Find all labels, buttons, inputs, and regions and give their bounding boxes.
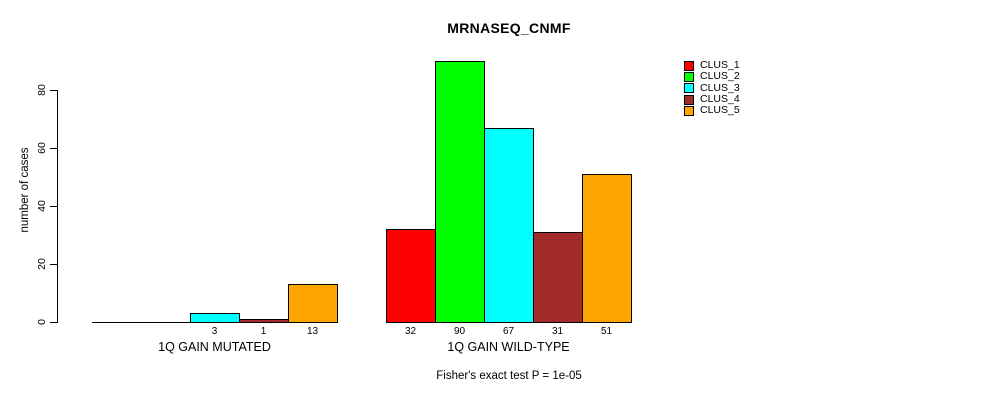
y-tick-60 (50, 148, 57, 149)
y-tick-label-20: 20 (36, 258, 48, 270)
legend-label: CLUS_1 (700, 59, 740, 72)
legend-swatch-icon (684, 94, 694, 105)
legend: CLUS_1 CLUS_2 CLUS_3 CLUS_4 CLUS_5 (684, 60, 740, 116)
y-tick-80 (50, 90, 57, 91)
bar-value-clus_3-wild-type: 67 (502, 326, 515, 337)
y-tick-label-0: 0 (36, 319, 48, 325)
legend-entry-clus_2: CLUS_2 (684, 71, 740, 82)
group-label-wild-type: 1Q GAIN WILD-TYPE (447, 340, 570, 354)
y-axis-label: number of cases (19, 147, 31, 233)
bar-value-clus_5-mutated: 13 (306, 326, 319, 337)
legend-label: CLUS_5 (700, 104, 740, 117)
bar-value-clus_4-wild-type: 31 (551, 326, 564, 337)
bar-clus_2-mutated (141, 322, 191, 323)
legend-entry-clus_4: CLUS_4 (684, 94, 740, 105)
bar-value-clus_4-mutated: 1 (260, 326, 267, 337)
bar-value-clus_2-wild-type: 90 (453, 326, 466, 337)
y-tick-20 (50, 264, 57, 265)
bar-clus_3-wild-type (484, 128, 534, 323)
legend-entry-clus_5: CLUS_5 (684, 105, 740, 116)
bar-clus_1-mutated (92, 322, 142, 323)
legend-swatch-icon (684, 60, 694, 71)
legend-swatch-icon (684, 71, 694, 82)
bar-value-clus_3-mutated: 3 (211, 326, 218, 337)
legend-label: CLUS_3 (700, 81, 740, 94)
legend-entry-clus_1: CLUS_1 (684, 60, 740, 71)
bar-clus_4-wild-type (533, 232, 583, 323)
y-tick-label-80: 80 (36, 84, 48, 96)
y-tick-label-40: 40 (36, 200, 48, 212)
y-tick-label-60: 60 (36, 142, 48, 154)
legend-swatch-icon (684, 105, 694, 116)
bar-value-clus_5-wild-type: 51 (600, 326, 613, 337)
bar-clus_3-mutated (190, 313, 240, 323)
bar-clus_4-mutated (239, 319, 289, 323)
legend-entry-clus_3: CLUS_3 (684, 81, 740, 94)
bar-value-clus_1-wild-type: 32 (404, 326, 417, 337)
fisher-test-annotation: Fisher's exact test P = 1e-05 (436, 370, 582, 382)
bar-clus_2-wild-type (435, 61, 485, 323)
group-label-mutated: 1Q GAIN MUTATED (158, 340, 271, 354)
bar-clus_5-mutated (288, 284, 338, 323)
y-tick-0 (50, 322, 57, 323)
chart-title: MRNASEQ_CNMF (447, 20, 571, 36)
legend-swatch-icon (684, 83, 694, 94)
bar-clus_5-wild-type (582, 174, 632, 323)
legend-label: CLUS_2 (700, 70, 740, 83)
y-axis-line (57, 90, 58, 323)
y-tick-40 (50, 206, 57, 207)
legend-label: CLUS_4 (700, 93, 740, 106)
bar-clus_1-wild-type (386, 229, 436, 323)
